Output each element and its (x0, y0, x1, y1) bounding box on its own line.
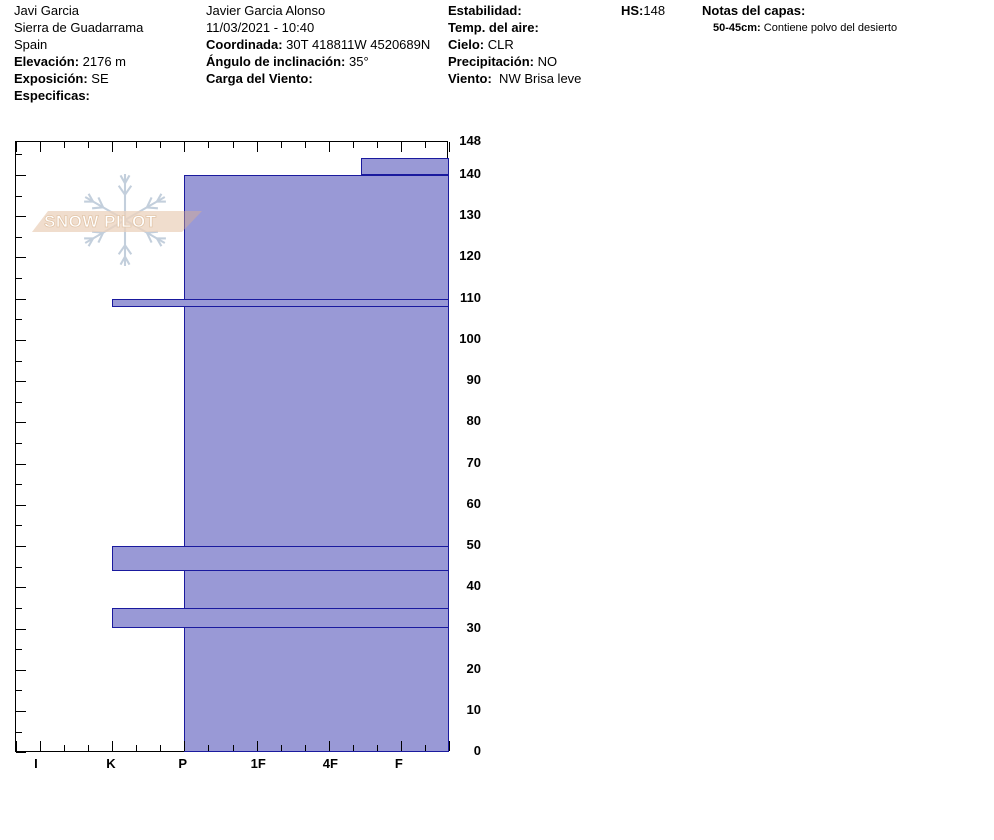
svg-text:SNOW PILOT: SNOW PILOT (44, 212, 157, 231)
